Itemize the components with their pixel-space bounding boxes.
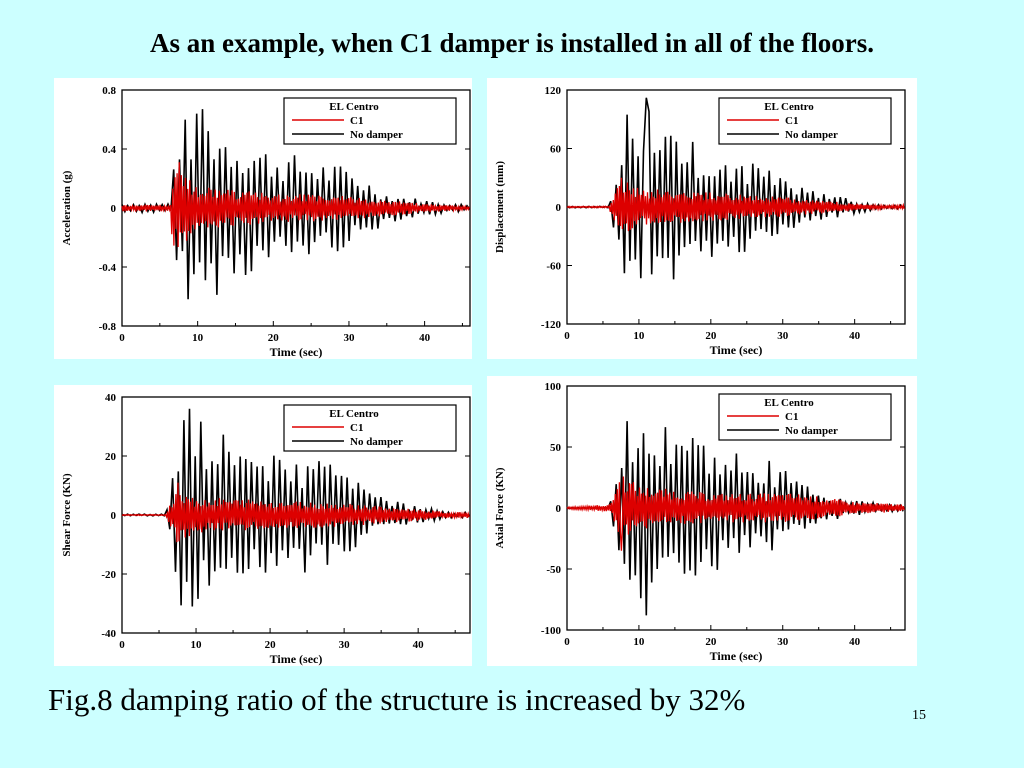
chart-panel-acceleration: 0.8 0.4 0 -0.4 -0.8 0 10 20 30 40 Time (sec) Accele… (54, 78, 472, 359)
x-tick-label: 0 (564, 330, 570, 342)
x-tick-label: 20 (705, 636, 717, 648)
legend-box (283, 404, 457, 452)
x-tick-label: 30 (777, 330, 789, 342)
x-tick-label: 0 (119, 639, 125, 651)
y-tick-label: 50 (550, 442, 562, 454)
x-tick-label: 20 (268, 332, 280, 344)
legend-label-c1: C1 (350, 422, 363, 434)
y-axis-label: Displacement (mm) (494, 161, 506, 253)
x-axis-label: Time (sec) (270, 345, 323, 359)
series-c1 (566, 476, 905, 551)
y-tick-label: 20 (105, 451, 117, 463)
y-tick-label: 120 (545, 85, 562, 97)
x-tick-label: 30 (343, 332, 355, 344)
x-tick-label: 10 (633, 636, 645, 648)
x-tick-label: 20 (705, 330, 717, 342)
legend-title: EL Centro (764, 397, 814, 409)
legend-label-no-damper: No damper (350, 436, 403, 448)
legend-label-no-damper: No damper (785, 425, 838, 437)
legend-title: EL Centro (764, 101, 814, 113)
x-tick-label: 0 (564, 636, 570, 648)
y-axis-label: Axial Force (KN) (494, 467, 506, 548)
y-tick-label: 0.4 (102, 144, 116, 156)
y-tick-label: 60 (550, 144, 562, 156)
x-axis-label: Time (sec) (710, 343, 763, 357)
y-tick-label: 0 (556, 503, 562, 515)
legend-box (283, 97, 457, 145)
x-tick-label: 40 (849, 330, 861, 342)
series-c1 (121, 482, 470, 543)
y-tick-label: -100 (541, 625, 562, 637)
y-tick-label: 100 (545, 381, 562, 393)
x-axis-label: Time (sec) (710, 649, 763, 663)
x-tick-label: 40 (849, 636, 861, 648)
legend-box (718, 393, 892, 441)
y-tick-label: -40 (101, 628, 116, 640)
slide-title: As an example, when C1 damper is install… (149, 28, 875, 58)
legend-box (718, 97, 892, 145)
series-c1 (121, 162, 471, 248)
y-tick-label: 0 (111, 203, 117, 215)
y-axis-label: Acceleration (g) (61, 170, 73, 245)
legend-label-c1: C1 (785, 115, 798, 127)
x-tick-label: 10 (192, 332, 204, 344)
legend-title: EL Centro (329, 408, 379, 420)
x-tick-label: 0 (119, 332, 125, 344)
series-c1 (566, 177, 905, 232)
figure-caption: Fig.8 damping ratio of the structure is … (48, 682, 746, 717)
y-axis-label: Shear Force (KN) (61, 473, 73, 557)
x-tick-label: 40 (413, 639, 425, 651)
x-tick-label: 30 (339, 639, 351, 651)
x-tick-label: 10 (633, 330, 645, 342)
x-tick-label: 20 (265, 639, 277, 651)
x-axis-label: Time (sec) (270, 652, 323, 666)
legend-label-c1: C1 (785, 411, 798, 423)
y-tick-label: 0 (111, 510, 117, 522)
y-tick-label: -120 (541, 319, 562, 331)
y-tick-label: -0.8 (99, 321, 117, 333)
chart-panel-shear-force: 40 20 0 -20 -40 0 10 20 30 40 Time (sec) Shear Forc… (54, 385, 472, 666)
x-tick-label: 30 (777, 636, 789, 648)
legend-label-no-damper: No damper (785, 129, 838, 141)
chart-panel-displacement: 120 60 0 -60 -120 0 10 20 30 40 Time (sec) Displace… (487, 78, 917, 359)
y-tick-label: 0 (556, 202, 562, 214)
legend-label-no-damper: No damper (350, 129, 403, 141)
x-tick-label: 10 (191, 639, 203, 651)
y-tick-label: 40 (105, 392, 117, 404)
y-tick-label: 0.8 (102, 85, 116, 97)
x-tick-label: 40 (419, 332, 431, 344)
legend-label-c1: C1 (350, 115, 363, 127)
y-tick-label: -0.4 (99, 262, 117, 274)
chart-panel-axial-force: 100 50 0 -50 -100 0 10 20 30 40 Time (sec) Axial Fo… (487, 376, 917, 666)
page-number: 15 (912, 708, 926, 723)
y-tick-label: -20 (101, 569, 116, 581)
y-tick-label: -50 (546, 564, 561, 576)
legend-title: EL Centro (329, 101, 379, 113)
y-tick-label: -60 (546, 261, 561, 273)
